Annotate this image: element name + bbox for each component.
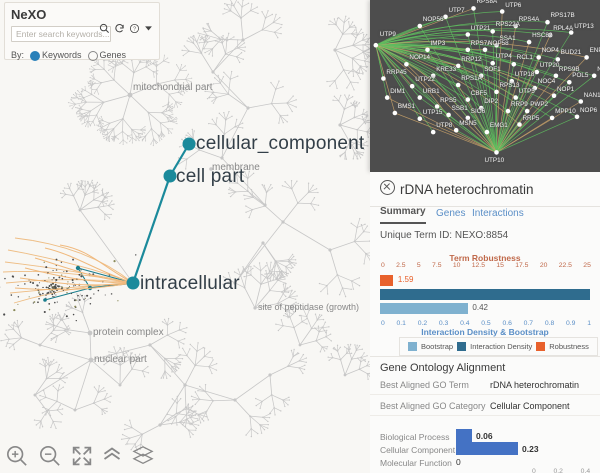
svg-text:?: ? (133, 26, 136, 32)
